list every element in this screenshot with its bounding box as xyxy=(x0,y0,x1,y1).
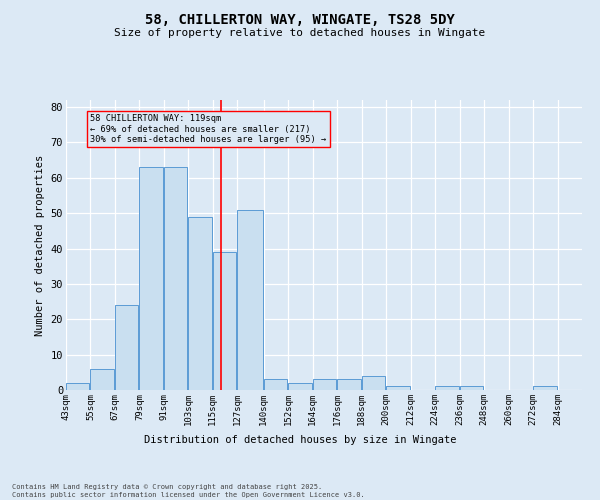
Y-axis label: Number of detached properties: Number of detached properties xyxy=(35,154,45,336)
Bar xyxy=(264,380,287,390)
Bar xyxy=(66,383,89,390)
Bar xyxy=(337,380,361,390)
Bar xyxy=(91,369,114,390)
Bar xyxy=(188,216,212,390)
Text: Contains HM Land Registry data © Crown copyright and database right 2025.
Contai: Contains HM Land Registry data © Crown c… xyxy=(12,484,365,498)
Bar xyxy=(139,167,163,390)
Bar xyxy=(115,305,139,390)
Text: Size of property relative to detached houses in Wingate: Size of property relative to detached ho… xyxy=(115,28,485,38)
Bar xyxy=(435,386,458,390)
Text: Distribution of detached houses by size in Wingate: Distribution of detached houses by size … xyxy=(144,435,456,445)
Text: 58 CHILLERTON WAY: 119sqm
← 69% of detached houses are smaller (217)
30% of semi: 58 CHILLERTON WAY: 119sqm ← 69% of detac… xyxy=(91,114,327,144)
Bar xyxy=(533,386,557,390)
Bar xyxy=(213,252,236,390)
Bar xyxy=(289,383,312,390)
Bar xyxy=(164,167,187,390)
Bar xyxy=(460,386,483,390)
Bar xyxy=(313,380,336,390)
Bar xyxy=(238,210,263,390)
Bar xyxy=(362,376,385,390)
Bar xyxy=(386,386,410,390)
Text: 58, CHILLERTON WAY, WINGATE, TS28 5DY: 58, CHILLERTON WAY, WINGATE, TS28 5DY xyxy=(145,12,455,26)
